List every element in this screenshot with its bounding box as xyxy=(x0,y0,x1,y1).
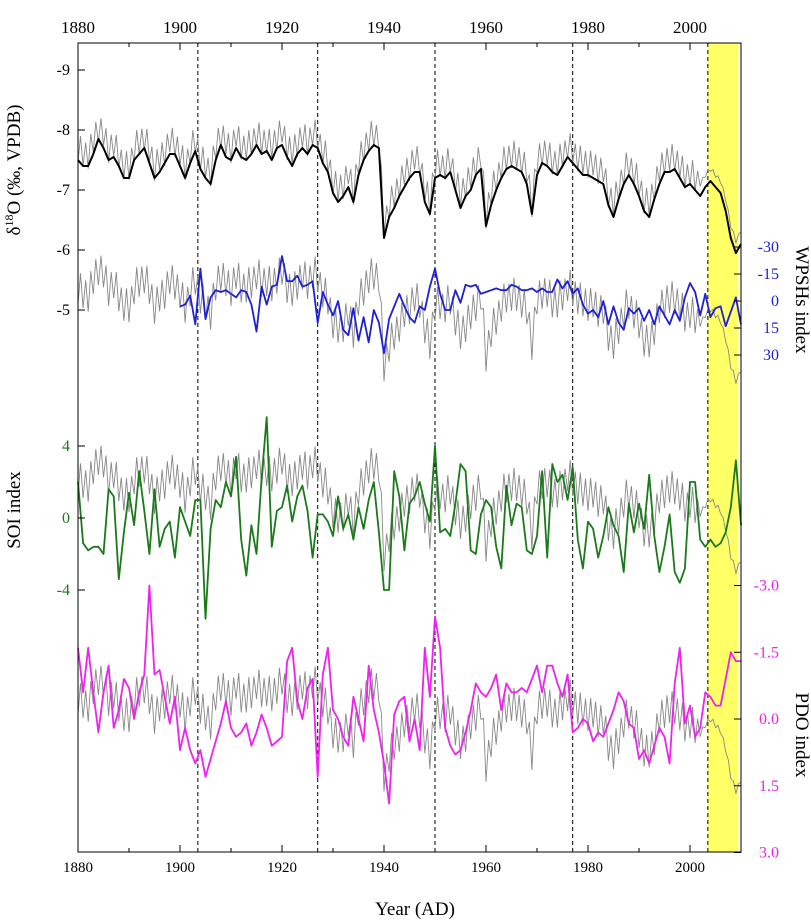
pdo-axis-label: PDO index xyxy=(791,693,811,778)
wpsh-tick-label: 30 xyxy=(763,347,779,364)
soi-series-line xyxy=(77,416,742,620)
wpsh-tick-label: -30 xyxy=(758,239,779,256)
d18o-tick-label: -8 xyxy=(57,122,70,139)
x-tick-label-top-1880: 1880 xyxy=(61,18,95,37)
x-tick-label-bottom-2000: 2000 xyxy=(675,860,705,876)
soi-tick-label: 4 xyxy=(62,438,70,455)
pdo-tick-label: -1.5 xyxy=(754,644,779,661)
x-tick-label-top-1920: 1920 xyxy=(265,18,299,37)
pdo-series-line xyxy=(77,584,741,805)
pdo-tick-label: 1.5 xyxy=(759,778,779,795)
x-tick-label-top-2000: 2000 xyxy=(673,18,707,37)
d18o-tick-label: -9 xyxy=(57,62,70,79)
wpsh-tick-label: 0 xyxy=(771,293,779,310)
pdo-tick-label: -3.0 xyxy=(754,578,779,595)
wpsh-axis-label: WPSHs index xyxy=(791,246,811,354)
wpsh-tick-label: -15 xyxy=(758,266,779,283)
d18o-background-lines xyxy=(77,118,742,794)
x-tick-label-bottom-1940: 1940 xyxy=(369,860,399,876)
d18o-series-line xyxy=(77,138,742,254)
axis-ticks: 1880 1880 1900 1900 1920 1920 1940 1940 1960 1960… xyxy=(57,18,779,876)
series-lines xyxy=(77,138,742,805)
x-tick-label-bottom-1960: 1960 xyxy=(471,860,501,876)
x-tick-label-bottom-1980: 1980 xyxy=(573,860,603,876)
x-tick-label-top-1940: 1940 xyxy=(367,18,401,37)
wpsh-tick-label: 15 xyxy=(763,320,779,337)
soi-tick-label: -4 xyxy=(57,582,70,599)
plot-frame xyxy=(77,42,742,853)
d18o-gray-top xyxy=(77,118,742,244)
highlight-band xyxy=(707,43,739,852)
d18o-label-rest: O (‰, VPDB) xyxy=(4,105,25,215)
x-axis-label: Year (AD) xyxy=(375,899,455,920)
d18o-tick-label: -5 xyxy=(57,302,70,319)
d18o-axis-label: δ18O (‰, VPDB) xyxy=(2,105,25,236)
d18o-tick-label: -7 xyxy=(57,182,70,199)
x-tick-label-bottom-1900: 1900 xyxy=(165,860,195,876)
x-tick-label-bottom-1880: 1880 xyxy=(63,860,93,876)
d18o-gray-wpsh xyxy=(77,255,742,384)
pdo-tick-label: 3.0 xyxy=(759,845,779,862)
x-tick-label-top-1980: 1980 xyxy=(571,18,605,37)
soi-axis-label: SOI index xyxy=(4,471,25,549)
soi-tick-label: 0 xyxy=(62,510,70,527)
d18o-tick-label: -6 xyxy=(57,242,70,259)
x-tick-label-bottom-1920: 1920 xyxy=(267,860,297,876)
pdo-tick-label: 0.0 xyxy=(759,711,779,728)
d18o-gray-soi xyxy=(77,445,742,574)
x-tick-label-top-1960: 1960 xyxy=(469,18,503,37)
d18o-label-sup: 18 xyxy=(2,215,16,227)
x-tick-label-top-1900: 1900 xyxy=(163,18,197,37)
wpsh-series-line xyxy=(179,255,742,355)
d18o-label-delta: δ xyxy=(4,226,25,235)
